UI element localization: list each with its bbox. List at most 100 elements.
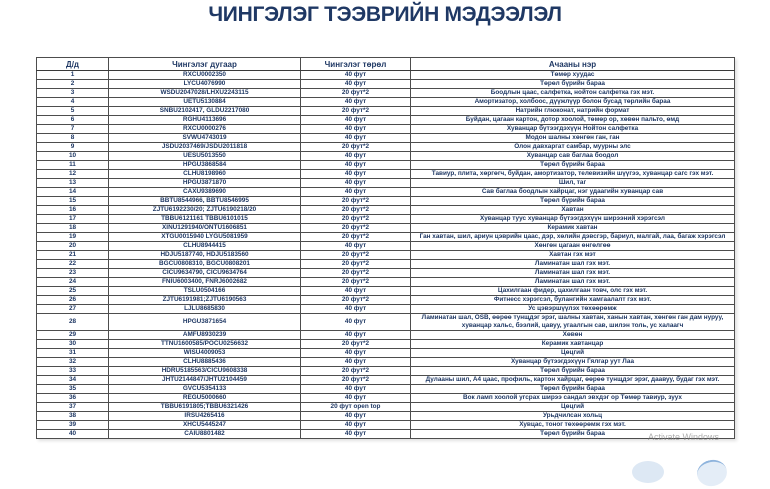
container-type-cell: 40 фут — [300, 357, 411, 367]
container-type-cell: 20 фут*2 — [300, 250, 411, 260]
cargo-name-cell: Төрөл бүрийн бараа — [410, 160, 735, 170]
container-number-cell: GVCU5354133 — [108, 384, 301, 394]
table-row: 16 ZJTU6192230/20; ZJTU6190218/20 20 фут*2… — [36, 205, 735, 215]
cargo-name-cell: Хавтан гэх мэт — [410, 250, 735, 260]
cargo-name-cell: Төрөл бүрийн бараа — [410, 384, 735, 394]
table-row: 18 XINU1291940/ONTU1606851 20 фут*2 Керамик… — [36, 223, 735, 233]
cargo-name-cell: Ламинатан шал гэх мэт. — [410, 268, 735, 278]
container-type-cell: 20 фут open top — [300, 402, 411, 412]
container-number-cell: ZJTU6191981;ZJTU6190563 — [108, 295, 301, 305]
container-type-cell: 20 фут*2 — [300, 339, 411, 349]
bottom-logo-circle-left — [632, 461, 664, 483]
cargo-name-cell: Хувцас, тоног төхөөрөмж гэх мэт. — [410, 420, 735, 430]
cargo-name-cell: Төрөл бүрийн бараа — [410, 196, 735, 206]
cargo-name-cell: Натрийн глюконат, натрийн формат — [410, 106, 735, 116]
row-number-cell: 17 — [36, 214, 109, 224]
bottom-logo-circle-right — [694, 457, 730, 489]
row-number-cell: 6 — [36, 115, 109, 125]
container-type-cell: 40 фут — [300, 160, 411, 170]
cargo-name-cell: Төрөл бүрийн бараа — [410, 366, 735, 376]
table-row: 35 GVCU5354133 40 фут Төрөл бүрийн бараа — [36, 384, 735, 394]
cargo-name-cell: Төмөр хуудас — [410, 70, 735, 80]
container-type-cell: 40 фут — [300, 420, 411, 430]
header-row-number: Д/д — [36, 57, 109, 71]
table-row: 29 AMFU8930239 40 фут Хөвөн — [36, 330, 735, 340]
cargo-name-cell: Фитнесс хэрэгсэл, булангийн хамгаалалт г… — [410, 295, 735, 305]
cargo-name-cell: Ус цэвэршүүлэх төхөөрөмж — [410, 304, 735, 314]
container-number-cell: CAIU8801482 — [108, 429, 301, 439]
container-number-cell: JHTU2144847/JHTU2104459 — [108, 375, 301, 385]
container-number-cell: HPGU3868584 — [108, 160, 301, 170]
header-container-number: Чингэлэг дугаар — [108, 57, 301, 71]
container-type-cell: 40 фут — [300, 97, 411, 107]
row-number-cell: 11 — [36, 160, 109, 170]
cargo-name-cell: Модон шалны хөнгөн ган, ган — [410, 133, 735, 143]
table-row: 32 CLHU8885436 40 фут Хуванцар бүтээгдэхүүн… — [36, 357, 735, 367]
table-row: 13 HPGU3871870 40 фут Шил, таг — [36, 178, 735, 188]
cargo-name-cell: Тавиур, плита, хөргөгч, буйдан, амортиза… — [410, 169, 735, 179]
table-row: 7 RXCU0000276 40 фут Хуванцар бүтээгдэхүүн … — [36, 124, 735, 134]
container-number-cell: XINU1291940/ONTU1606851 — [108, 223, 301, 233]
table-header: Д/д Чингэлэг дугаар Чингэлэг төрөл Ачаан… — [36, 57, 735, 71]
cargo-name-cell: Төрөл бүрийн бараа — [410, 429, 735, 439]
container-number-cell: IRSU4265416 — [108, 411, 301, 421]
container-type-cell: 20 фут*2 — [300, 232, 411, 242]
table-row: 4 UETU5130884 40 фут Амортизатор, холбоос, … — [36, 97, 735, 107]
container-number-cell: JSDU2037469/JSDU2011818 — [108, 142, 301, 152]
container-type-cell: 40 фут — [300, 151, 411, 161]
cargo-name-cell: Хөнгөн цагаан өнгөлгөө — [410, 241, 735, 251]
table-row: 1 RXCU0002350 40 фут Төмөр хуудас — [36, 70, 735, 80]
row-number-cell: 29 — [36, 330, 109, 340]
container-type-cell: 40 фут — [300, 169, 411, 179]
container-number-cell: AMFU8930239 — [108, 330, 301, 340]
row-number-cell: 19 — [36, 232, 109, 242]
page-title: ЧИНГЭЛЭГ ТЭЭВРИЙН МЭДЭЭЛЭЛ — [208, 3, 562, 26]
container-type-cell: 40 фут — [300, 384, 411, 394]
container-number-cell: WSDU2047028/LHXU2243115 — [108, 88, 301, 98]
container-type-cell: 20 фут*2 — [300, 259, 411, 269]
table-row: 30 TTNU1600585/POCU0256632 20 фут*2 Керамик… — [36, 339, 735, 349]
cargo-name-cell: Төрөл бүрийн бараа — [410, 79, 735, 89]
container-number-cell: SVWU4743019 — [108, 133, 301, 143]
cargo-name-cell: Шил, таг — [410, 178, 735, 188]
table-row: 19 XTGU0015940 LYGU5081959 20 фут*2 Ган хав… — [36, 232, 735, 242]
container-number-cell: UETU5130884 — [108, 97, 301, 107]
container-type-cell: 40 фут — [300, 411, 411, 421]
cargo-name-cell: Ламинатан шал, OSB, өөрөө тунщдэг эрэг, … — [410, 313, 735, 331]
row-number-cell: 30 — [36, 339, 109, 349]
container-number-cell: XTGU0015940 LYGU5081959 — [108, 232, 301, 242]
row-number-cell: 20 — [36, 241, 109, 251]
cargo-name-cell: Олон давхаргат самбар, муурны элс — [410, 142, 735, 152]
cargo-name-cell: Хуванцар туус хуванцар бүтээгдэхүүн ширэ… — [410, 214, 735, 224]
table-row: 28 HPGU3871654 40 фут Ламинатан шал, OSB, ө… — [36, 313, 735, 331]
container-type-cell: 40 фут — [300, 115, 411, 125]
container-number-cell: UESU5013550 — [108, 151, 301, 161]
table-row: 24 FNIU6003400, FNRJ6002682 20 фут*2 Ламина… — [36, 277, 735, 287]
container-number-cell: CAXU9389690 — [108, 187, 301, 197]
row-number-cell: 31 — [36, 348, 109, 358]
container-number-cell: ZJTU6192230/20; ZJTU6190218/20 — [108, 205, 301, 215]
row-number-cell: 4 — [36, 97, 109, 107]
row-number-cell: 7 — [36, 124, 109, 134]
container-number-cell: TBBU6121161 TBBU6101015 — [108, 214, 301, 224]
container-number-cell: TSLU0504166 — [108, 286, 301, 296]
container-type-cell: 20 фут*2 — [300, 223, 411, 233]
cargo-name-cell: Вок ламп хоолой угсрах ширээ сандал эвхд… — [410, 393, 735, 403]
row-number-cell: 34 — [36, 375, 109, 385]
container-number-cell: TTNU1600585/POCU0256632 — [108, 339, 301, 349]
container-number-cell: REGU5000660 — [108, 393, 301, 403]
table-row: 12 CLHU8198960 40 фут Тавиур, плита, хөргөг… — [36, 169, 735, 179]
row-number-cell: 35 — [36, 384, 109, 394]
table-row: 33 HDRU5185563/CICU9608338 20 фут*2 Төрөл б… — [36, 366, 735, 376]
container-number-cell: HPGU3871654 — [108, 313, 301, 331]
row-number-cell: 27 — [36, 304, 109, 314]
cargo-name-cell: Боодлын цаас, салфетка, нойтон салфетка … — [410, 88, 735, 98]
container-number-cell: BBTU8544966, BBTU8546995 — [108, 196, 301, 206]
cargo-name-cell: Ган хавтан, шил, ариун цэврийн цаас, дэр… — [410, 232, 735, 242]
container-number-cell: HPGU3871870 — [108, 178, 301, 188]
row-number-cell: 26 — [36, 295, 109, 305]
row-number-cell: 24 — [36, 277, 109, 287]
container-type-cell: 40 фут — [300, 70, 411, 80]
row-number-cell: 10 — [36, 151, 109, 161]
cargo-name-cell: Хөвөн — [410, 330, 735, 340]
